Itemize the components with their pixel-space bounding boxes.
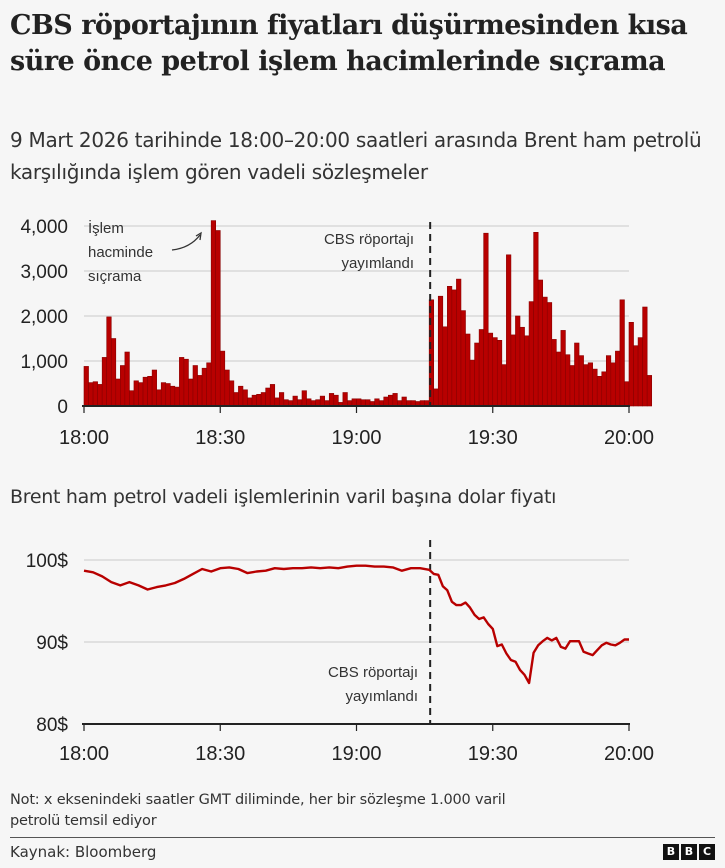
y-tick-label: 2,000 <box>20 307 68 328</box>
price-line-chart: 80$ 90$ 100$ 18:00 18:30 19:00 19:30 20:00 CBS r… <box>26 540 654 765</box>
cbs-interview-label: CBS röportajı <box>324 231 414 248</box>
footnote: Not: x eksenindeki saatler GMT diliminde… <box>10 792 506 829</box>
y-tick-label: 4,000 <box>20 217 68 238</box>
y-tick-label: 100$ <box>26 551 69 572</box>
x-tick-label: 18:30 <box>195 427 245 449</box>
bbc-logo-letter: B <box>681 844 697 860</box>
volume-bar-chart: 0 1,000 2,000 3,000 4,000 18:00 18:30 19:00 19:3… <box>20 217 654 449</box>
x-tick-label: 19:30 <box>468 743 518 765</box>
y-tick-label: 1,000 <box>20 352 68 373</box>
bbc-logo: B B C <box>663 844 715 860</box>
chart1-subtitle: 9 Mart 2026 tarihinde 18:00–20:00 saatle… <box>10 128 702 184</box>
page-title: CBS röportajının fiyatları düşürmesinden… <box>10 10 688 77</box>
spike-arrow-head <box>195 231 202 241</box>
price-line <box>83 564 629 685</box>
cbs-interview-label: yayımlandı <box>345 688 418 705</box>
spike-arrow <box>171 234 201 251</box>
source-label: Kaynak: Bloomberg <box>10 843 157 861</box>
x-tick-label: 19:00 <box>331 743 381 765</box>
spike-annotation-label: hacminde <box>88 244 153 261</box>
chart2-title: Brent ham petrol vadeli işlemlerinin var… <box>10 486 557 508</box>
cbs-interview-label: CBS röportajı <box>328 664 418 681</box>
x-tick-label: 19:00 <box>331 427 381 449</box>
spike-annotation-label: sıçrama <box>88 268 142 285</box>
bbc-logo-letter: B <box>663 844 679 860</box>
x-tick-label: 18:00 <box>59 427 109 449</box>
cbs-interview-label: yayımlandı <box>341 255 414 272</box>
x-tick-label: 18:30 <box>195 743 245 765</box>
y-tick-label: 3,000 <box>20 262 68 283</box>
x-tick-label: 18:00 <box>59 743 109 765</box>
x-tick-label: 20:00 <box>604 743 654 765</box>
bbc-logo-letter: C <box>699 844 715 860</box>
footer-divider <box>10 837 715 838</box>
y-tick-label: 0 <box>57 397 68 418</box>
x-tick-label: 20:00 <box>604 427 654 449</box>
y-tick-label: 80$ <box>36 715 68 736</box>
volume-bar <box>642 306 648 407</box>
volume-bar <box>646 375 653 407</box>
y-tick-label: 90$ <box>36 633 68 654</box>
spike-annotation-label: İşlem <box>88 219 124 237</box>
x-tick-label: 19:30 <box>468 427 518 449</box>
